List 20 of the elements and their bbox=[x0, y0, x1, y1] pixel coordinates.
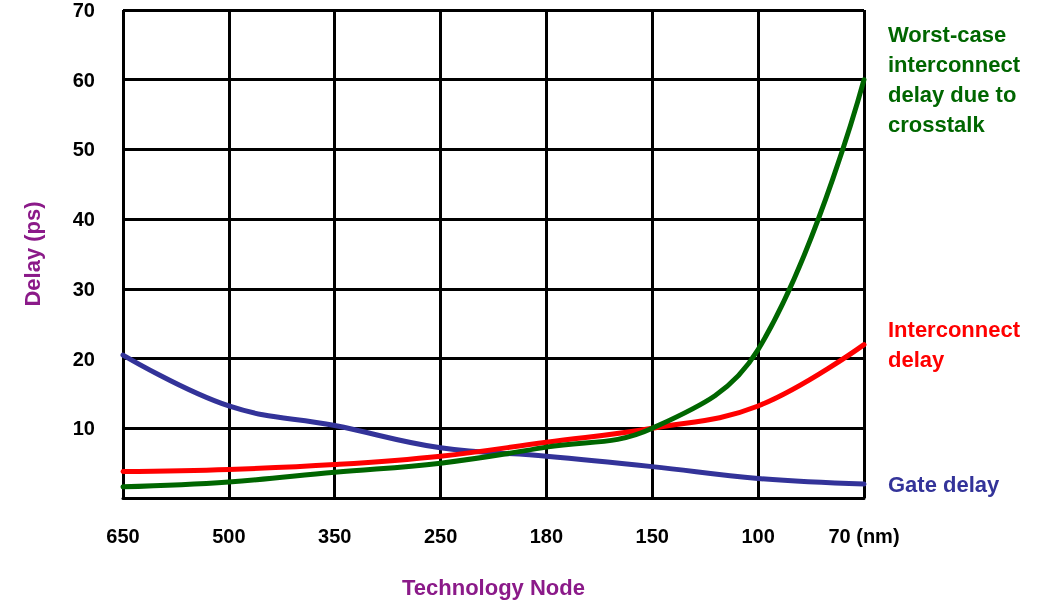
x-tick-label: 500 bbox=[212, 525, 246, 547]
y-tick-label: 70 bbox=[72, 0, 95, 21]
x-axis-title: Technology Node bbox=[402, 574, 585, 600]
series-label: Gate delay bbox=[888, 471, 1001, 497]
x-tick-label: 350 bbox=[318, 525, 352, 547]
x-tick-label: 250 bbox=[423, 525, 458, 547]
y-tick-label: 60 bbox=[72, 68, 95, 91]
y-tick-label: 40 bbox=[72, 208, 95, 231]
y-tick-label: 20 bbox=[72, 347, 95, 370]
y-tick-label: 10 bbox=[72, 417, 95, 440]
x-tick-label: 650 bbox=[106, 525, 140, 547]
y-axis-title: Delay (ps) bbox=[19, 201, 45, 307]
x-tick-label: 180 bbox=[529, 525, 564, 547]
x-tick-label: 70 (nm) bbox=[828, 525, 900, 547]
series-label: Interconnect delay bbox=[888, 317, 1027, 373]
x-tick-label: 150 bbox=[635, 525, 669, 547]
x-tick-label: 100 bbox=[741, 525, 775, 547]
y-tick-label: 50 bbox=[72, 138, 95, 161]
y-tick-label: 30 bbox=[72, 277, 95, 300]
series-label: Worst-case interconnect delay due to crosstalk bbox=[888, 22, 1027, 138]
